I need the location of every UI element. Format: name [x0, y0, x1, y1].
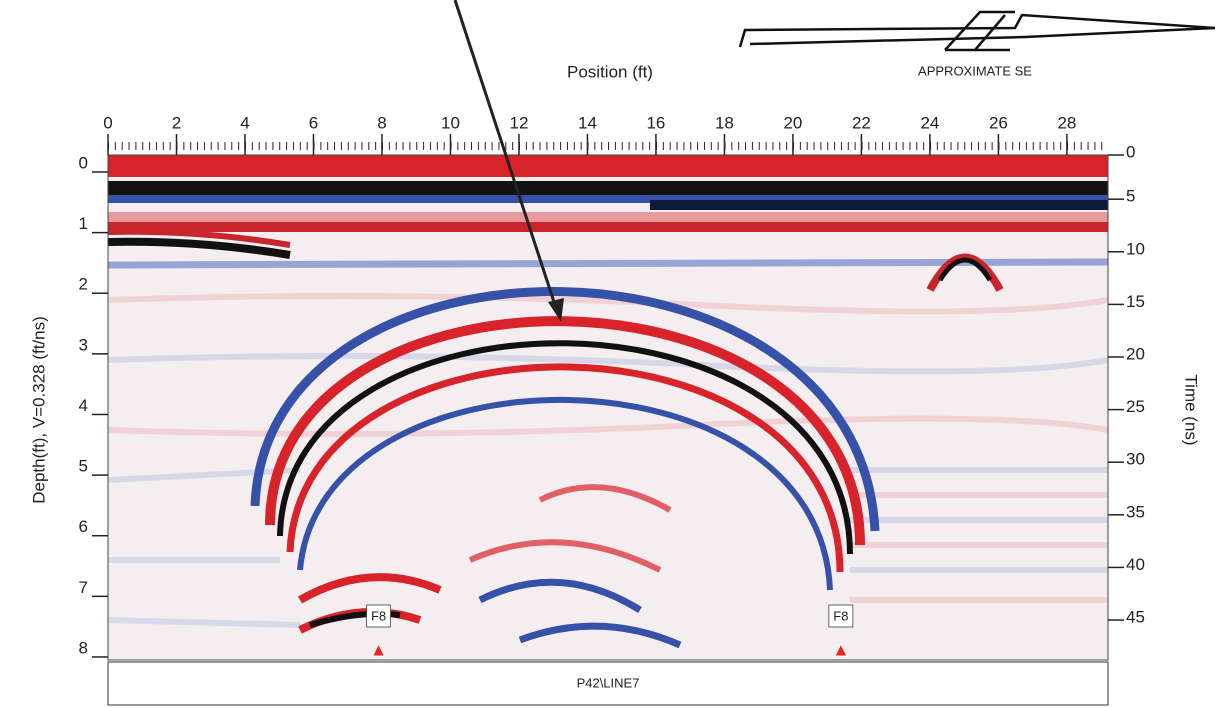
y-tick-label: 3 [79, 335, 88, 354]
y2-axis-label: Time (ns) [1182, 374, 1201, 445]
y2-tick-label: 25 [1126, 397, 1145, 416]
y2-tick-label: 0 [1126, 142, 1135, 161]
y2-tick-label: 40 [1126, 555, 1145, 574]
x-tick-label: 10 [441, 113, 460, 132]
y-tick-label: 1 [79, 214, 88, 233]
line-label: P42\LINE7 [577, 675, 640, 690]
y-tick-label: 5 [79, 457, 88, 476]
direction-label: APPROXIMATE SE [918, 63, 1032, 78]
y-tick-label: 4 [79, 396, 88, 415]
x-tick-label: 28 [1057, 113, 1076, 132]
y2-tick-label: 10 [1126, 239, 1145, 258]
x-tick-label: 0 [103, 113, 112, 132]
y2-tick-label: 15 [1126, 292, 1145, 311]
x-tick-label: 12 [509, 113, 528, 132]
y-tick-label: 0 [79, 153, 88, 172]
marker-label: F8 [371, 608, 386, 623]
radargram-image [108, 155, 1108, 660]
x-tick-label: 22 [852, 113, 871, 132]
marker-label: F8 [833, 608, 848, 623]
x-tick-label: 2 [172, 113, 181, 132]
y-tick-label: 2 [79, 275, 88, 294]
x-tick-label: 20 [783, 113, 802, 132]
x-tick-label: 24 [920, 113, 939, 132]
y-axis-label: Depth(ft), V=0.328 (ft/ns) [29, 316, 48, 504]
x-tick-label: 16 [646, 113, 665, 132]
y2-tick-label: 20 [1126, 344, 1145, 363]
x-tick-label: 8 [377, 113, 386, 132]
x-tick-label: 26 [989, 113, 1008, 132]
x-tick-label: 14 [578, 113, 597, 132]
ruler [108, 140, 1108, 155]
y-tick-label: 7 [79, 578, 88, 597]
y2-tick-label: 5 [1126, 187, 1135, 206]
direction-sketch [740, 12, 1215, 50]
y2-tick-label: 45 [1126, 608, 1145, 627]
x-tick-label: 4 [240, 113, 249, 132]
y2-tick-label: 35 [1126, 502, 1145, 521]
x-axis-label: Position (ft) [567, 62, 653, 81]
chart: P42\LINE7 Position (ft) Depth(ft), V=0.3… [0, 0, 1221, 708]
y-tick-label: 6 [79, 517, 88, 536]
y2-tick-label: 30 [1126, 450, 1145, 469]
x-tick-label: 18 [715, 113, 734, 132]
x-tick-label: 6 [309, 113, 318, 132]
y-tick-label: 8 [79, 638, 88, 657]
